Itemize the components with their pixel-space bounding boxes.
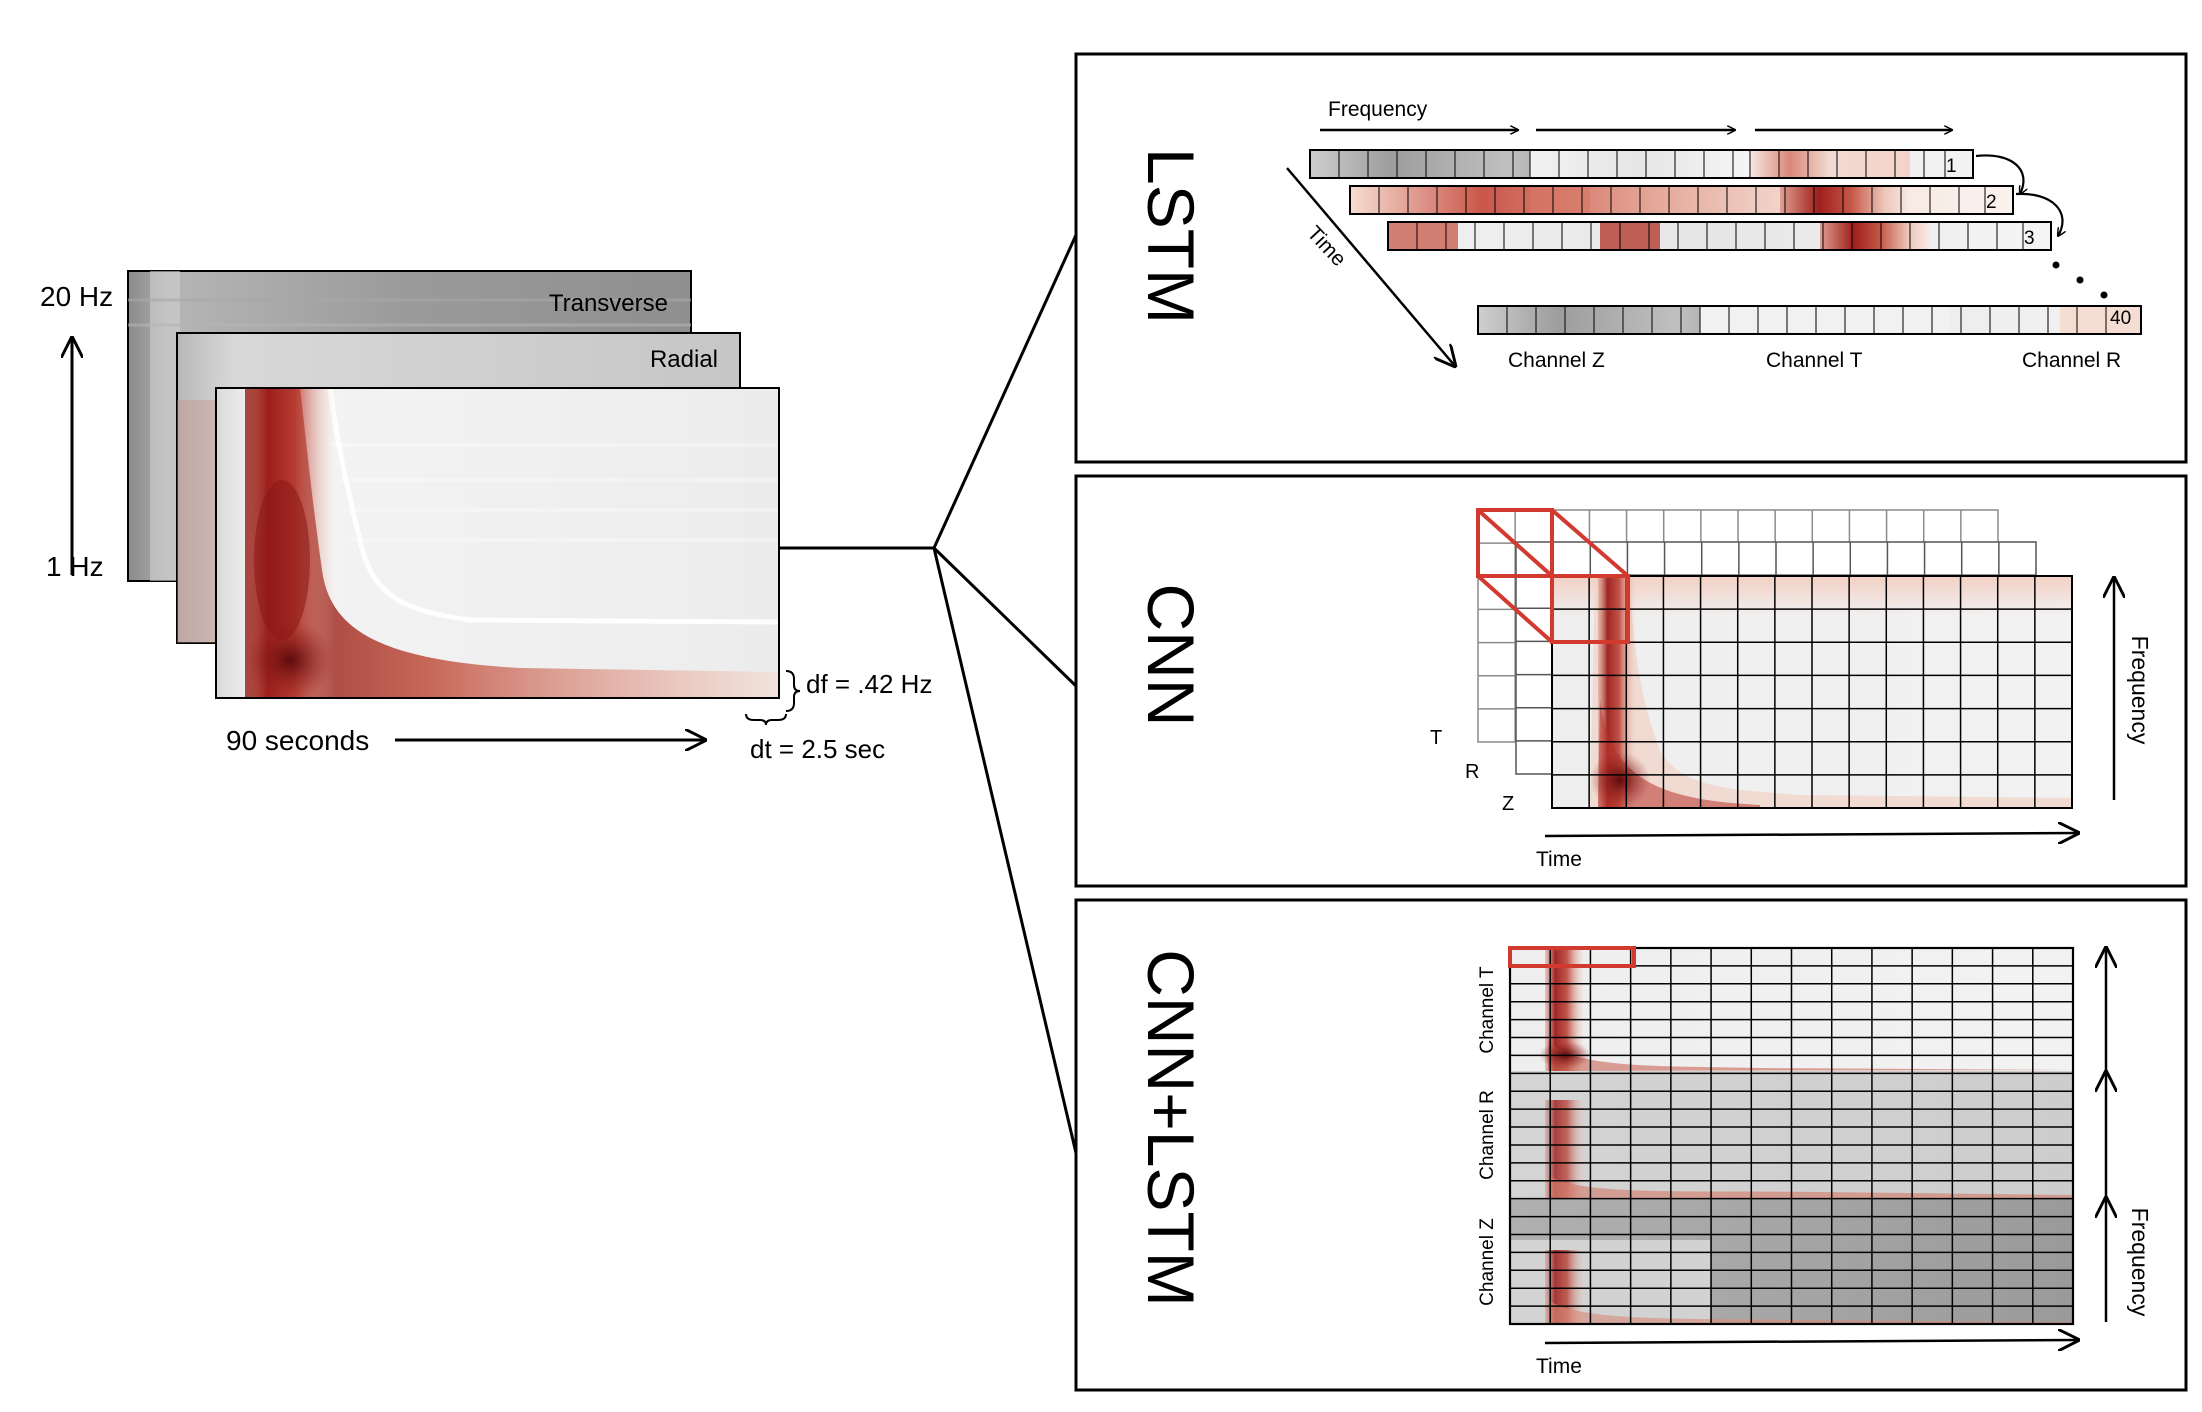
cnn-lstm-kernel: [1508, 946, 1636, 968]
cnn-lstm-grid-border: [1508, 946, 2075, 1326]
lstm-title: LSTM: [1134, 148, 1208, 324]
cnn-time-arrow: [1544, 833, 2078, 836]
lstm-channel-z-label: Channel Z: [1508, 349, 1605, 372]
lstm-frequency-label: Frequency: [1328, 98, 1428, 121]
lstm-curve-arrow-2: [2015, 192, 2062, 236]
cnn-kernel-cube: [1476, 508, 1630, 644]
lstm-row-number-3: 3: [2024, 228, 2035, 249]
cnn-lstm-panel: CNN+LSTM Channel T Channel R Channel Z: [1074, 898, 2188, 1392]
channel-label-radial: Radial: [650, 346, 718, 373]
cnn-frequency-label: Frequency: [2127, 636, 2153, 745]
spectrogram-front: [215, 387, 780, 700]
lstm-row-number-1: 1: [1946, 156, 1957, 177]
cnn-channel-z: Z: [1502, 793, 1514, 815]
lstm-channel-r-label: Channel R: [2022, 349, 2121, 372]
freq-high-label: 20 Hz: [40, 281, 113, 312]
cnn-lstm-frequency-label: Frequency: [2127, 1208, 2153, 1317]
spectrogram-stack: Transverse Radial: [40, 270, 932, 764]
dt-label: dt = 2.5 sec: [750, 734, 885, 764]
df-label: df = .42 Hz: [806, 669, 932, 699]
cnn-lstm-channel-r-label: Channel R: [1477, 1090, 1498, 1180]
cnn-channel-r: R: [1465, 761, 1479, 783]
lstm-curve-arrow-1: [1975, 154, 2023, 194]
lstm-channel-t-label: Channel T: [1766, 349, 1863, 372]
cnn-lstm-channel-z-label: Channel Z: [1477, 1218, 1498, 1306]
lstm-panel: LSTM Frequency Time 1 2: [1074, 52, 2188, 464]
channel-label-transverse: Transverse: [549, 290, 668, 317]
connector-lines: [779, 234, 1078, 1154]
cnn-lstm-title: CNN+LSTM: [1134, 949, 1208, 1307]
cnn-channel-t: T: [1430, 727, 1442, 749]
cnn-grid-front: [1551, 575, 2073, 809]
cnn-lstm-time-label: Time: [1536, 1355, 1582, 1378]
cnn-lstm-channel-t-label: Channel T: [1477, 966, 1498, 1054]
lstm-row-number-2: 2: [1986, 192, 1997, 213]
cnn-title: CNN: [1134, 584, 1208, 727]
freq-low-label: 1 Hz: [46, 551, 104, 582]
lstm-strip-40: 40: [1477, 305, 2142, 335]
cnn-panel: CNN T: [1074, 474, 2188, 888]
lstm-strip-1: 1: [1309, 149, 1974, 179]
cnn-lstm-time-arrow: [1544, 1340, 2078, 1343]
lstm-strip-3: 3: [1387, 221, 2052, 251]
duration-label: 90 seconds: [226, 725, 369, 756]
cnn-time-label: Time: [1536, 848, 1582, 871]
dt-brace: [745, 713, 787, 726]
lstm-strip-2: 2: [1349, 185, 2014, 215]
lstm-row-number-40: 40: [2110, 308, 2131, 329]
lstm-time-arrow: [1286, 167, 1455, 366]
df-brace: [785, 670, 801, 712]
lstm-ellipsis-dots: [2052, 261, 2108, 299]
